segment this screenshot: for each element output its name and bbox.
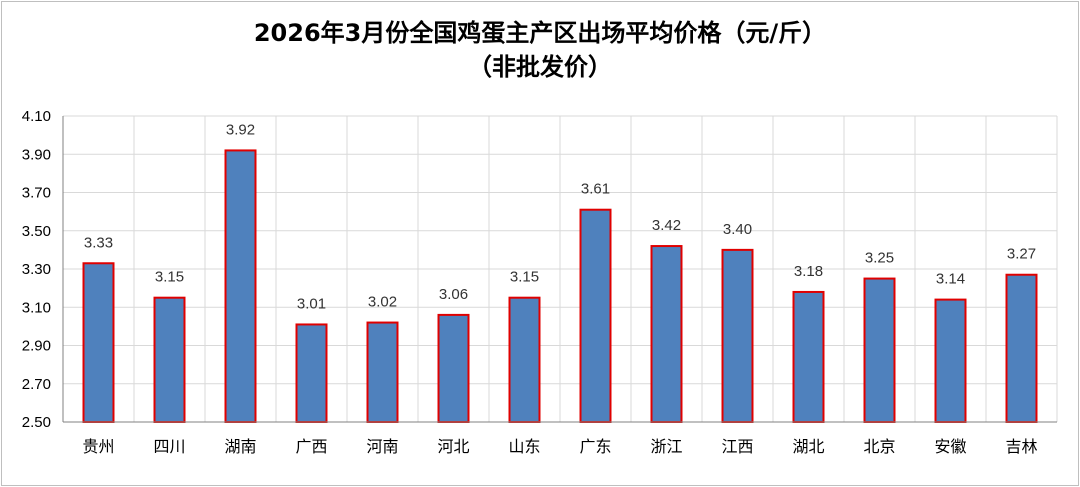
y-tick-label: 3.30 (22, 261, 51, 278)
x-category-label: 江西 (721, 437, 753, 456)
data-label: 3.01 (297, 295, 326, 312)
data-label: 3.14 (936, 271, 965, 288)
y-axis: 2.50 2.70 2.90 3.10 3.30 3.50 3.70 3.90 4.10 (22, 108, 64, 431)
data-label: 3.92 (226, 121, 255, 138)
y-tick-label: 3.70 (22, 185, 51, 202)
x-category-label: 山东 (508, 437, 540, 456)
x-category-label: 北京 (863, 437, 895, 456)
x-category-label: 广西 (295, 437, 327, 456)
x-axis: 贵州 四川 湖南 广西 河南 河北 山东 广东 浙江 江西 湖北 北京 安徽 吉林 (63, 421, 1057, 456)
y-tick-label: 3.10 (22, 299, 51, 316)
data-labels: 3.33 3.15 3.92 3.01 3.02 3.06 3.15 3.61 3.42 3.40… (84, 121, 1036, 312)
x-category-label: 河北 (437, 437, 469, 456)
bar (508, 296, 541, 423)
data-label: 3.40 (723, 221, 752, 238)
bar (863, 277, 896, 423)
bar (153, 296, 186, 423)
bar (579, 208, 612, 423)
bar (792, 290, 825, 424)
bar (934, 298, 967, 424)
data-label: 3.06 (439, 286, 468, 303)
x-category-label: 浙江 (650, 437, 682, 456)
x-category-label: 湖南 (224, 437, 256, 456)
data-label: 3.42 (652, 217, 681, 234)
y-tick-label: 3.90 (22, 146, 51, 163)
bar (224, 149, 257, 424)
bars (82, 149, 1038, 424)
x-category-label: 贵州 (82, 437, 114, 456)
chart-title: 2026年3月份全国鸡蛋主产区出场平均价格（元/斤） (253, 19, 827, 47)
bar (437, 313, 470, 423)
y-tick-label: 4.10 (22, 108, 51, 125)
data-label: 3.18 (794, 263, 823, 280)
data-label: 3.61 (581, 181, 610, 198)
bar (650, 245, 683, 423)
x-category-label: 吉林 (1005, 437, 1037, 456)
bar (295, 323, 328, 423)
y-tick-label: 2.70 (22, 376, 51, 393)
x-category-label: 广东 (579, 437, 611, 456)
data-label: 3.02 (368, 294, 397, 311)
x-category-label: 湖北 (792, 437, 824, 456)
bar (82, 262, 115, 424)
chart-subtitle: （非批发价） (468, 53, 612, 81)
y-tick-label: 2.90 (22, 338, 51, 355)
y-tick-label: 3.50 (22, 223, 51, 240)
x-category-label: 安徽 (934, 437, 966, 456)
bar (721, 248, 754, 423)
bar (1005, 273, 1038, 423)
data-label: 3.15 (510, 269, 539, 286)
data-label: 3.25 (865, 250, 894, 267)
gridlines (62, 115, 1058, 423)
bar (366, 321, 399, 423)
data-label: 3.15 (155, 269, 184, 286)
x-category-label: 河南 (366, 437, 398, 456)
data-label: 3.33 (84, 234, 113, 251)
data-label: 3.27 (1007, 246, 1036, 263)
x-category-label: 四川 (153, 437, 185, 456)
y-tick-label: 2.50 (22, 414, 51, 431)
